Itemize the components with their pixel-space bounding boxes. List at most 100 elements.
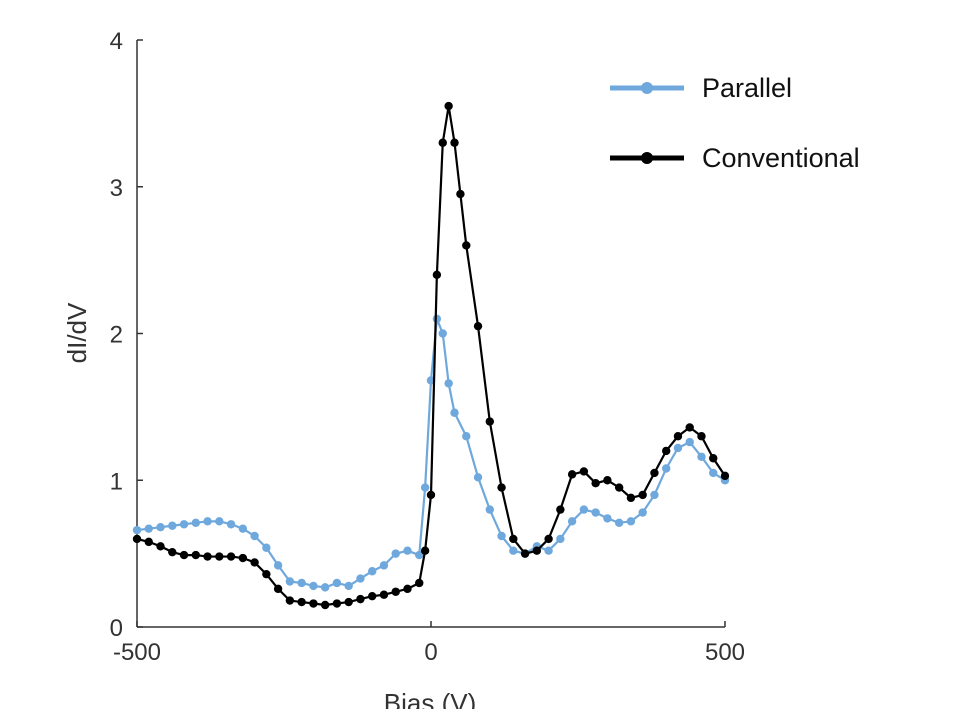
data-point-parallel xyxy=(685,437,694,447)
data-point-parallel xyxy=(144,524,153,533)
data-point-conventional xyxy=(432,270,442,279)
data-point-conventional xyxy=(356,594,365,604)
data-point-conventional xyxy=(685,423,694,432)
data-point-conventional xyxy=(697,432,706,441)
data-point-parallel xyxy=(603,514,612,523)
data-point-conventional xyxy=(520,549,530,558)
legend-swatch-marker xyxy=(641,82,653,94)
data-point-conventional xyxy=(567,470,577,479)
data-point-conventional xyxy=(450,138,459,147)
data-point-conventional xyxy=(285,596,295,605)
data-point-conventional xyxy=(438,138,447,147)
data-point-conventional xyxy=(203,552,212,561)
data-point-conventional xyxy=(509,534,518,544)
data-point-parallel xyxy=(285,577,295,586)
y-tick-label: 3 xyxy=(110,175,123,202)
data-point-conventional xyxy=(426,490,436,500)
data-point-parallel xyxy=(179,520,189,529)
data-point-conventional xyxy=(215,552,224,561)
data-point-parallel xyxy=(215,517,224,526)
data-point-conventional xyxy=(262,569,271,579)
data-point-conventional xyxy=(485,417,494,426)
data-point-parallel xyxy=(420,483,430,492)
data-point-conventional xyxy=(179,550,189,560)
data-point-conventional xyxy=(191,550,200,560)
data-point-parallel xyxy=(262,543,271,552)
data-point-conventional xyxy=(403,584,412,594)
data-point-conventional xyxy=(456,189,465,199)
data-point-parallel xyxy=(662,464,671,473)
data-point-parallel xyxy=(203,517,212,526)
legend-item-conventional: Conventional xyxy=(610,143,860,173)
data-point-conventional xyxy=(638,490,647,500)
data-point-conventional xyxy=(309,599,318,608)
data-point-conventional xyxy=(344,597,353,607)
data-point-parallel xyxy=(309,581,318,591)
data-point-parallel xyxy=(485,505,494,514)
data-point-conventional xyxy=(379,590,389,599)
data-point-conventional xyxy=(544,534,553,544)
data-point-conventional xyxy=(709,454,718,463)
data-point-parallel xyxy=(438,329,447,338)
data-point-conventional xyxy=(368,591,377,601)
series-line-parallel xyxy=(136,317,726,589)
data-point-conventional xyxy=(532,546,542,555)
data-point-parallel xyxy=(191,518,200,528)
data-point-conventional xyxy=(614,483,624,492)
data-point-parallel xyxy=(544,546,553,555)
legend-label: Parallel xyxy=(702,73,792,103)
data-point-conventional xyxy=(420,546,430,555)
y-axis-title: dI/dV xyxy=(62,302,92,363)
data-point-parallel xyxy=(579,505,589,514)
data-point-conventional xyxy=(462,241,471,250)
data-point-conventional xyxy=(332,599,342,608)
data-point-parallel xyxy=(697,452,706,461)
data-point-conventional xyxy=(156,542,165,551)
data-point-parallel xyxy=(297,578,306,588)
data-point-parallel xyxy=(650,490,659,500)
y-tick-label: 2 xyxy=(110,322,123,349)
data-point-conventional xyxy=(168,547,177,557)
data-point-parallel xyxy=(638,508,647,517)
data-point-conventional xyxy=(603,476,612,485)
data-point-conventional xyxy=(720,471,730,481)
data-point-parallel xyxy=(556,534,565,544)
x-tick-label: 500 xyxy=(705,639,745,666)
data-point-conventional xyxy=(238,553,248,563)
data-point-parallel xyxy=(132,525,142,535)
data-point-conventional xyxy=(320,600,330,610)
data-point-conventional xyxy=(591,478,600,488)
data-point-parallel xyxy=(250,531,259,541)
data-point-parallel xyxy=(497,531,506,541)
y-tick-label: 1 xyxy=(110,468,123,495)
y-ticks: 0 1 2 3 4 xyxy=(110,28,143,642)
data-point-conventional xyxy=(297,597,306,607)
data-point-parallel xyxy=(168,521,177,530)
data-point-conventional xyxy=(673,432,683,441)
x-tick-label: 0 xyxy=(424,639,437,666)
data-point-parallel xyxy=(320,583,330,592)
legend-item-parallel: Parallel xyxy=(610,73,792,103)
x-ticks: -500 0 500 xyxy=(113,621,745,666)
data-point-conventional xyxy=(391,587,400,596)
data-point-parallel xyxy=(226,520,236,529)
data-point-conventional xyxy=(273,584,283,594)
series-conventional xyxy=(132,101,730,610)
data-point-parallel xyxy=(614,518,624,528)
data-point-conventional xyxy=(579,467,589,476)
data-point-parallel xyxy=(444,379,453,388)
data-point-parallel xyxy=(626,517,636,526)
data-point-conventional xyxy=(556,505,565,514)
data-point-conventional xyxy=(662,446,671,456)
data-point-parallel xyxy=(473,473,483,482)
legend: Parallel Conventional xyxy=(610,73,860,173)
y-tick-label: 0 xyxy=(110,615,123,642)
data-point-parallel xyxy=(344,581,353,591)
x-tick-label: -500 xyxy=(113,639,161,666)
data-point-parallel xyxy=(332,578,342,588)
data-point-parallel xyxy=(709,468,718,478)
data-point-conventional xyxy=(473,321,483,331)
data-point-parallel xyxy=(450,408,459,417)
